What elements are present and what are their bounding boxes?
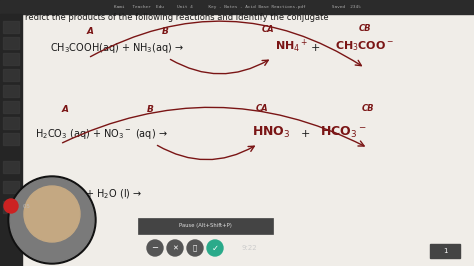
Text: −: − bbox=[152, 243, 158, 252]
Bar bbox=[3, 181, 19, 193]
Bar bbox=[138, 218, 273, 234]
Text: NH$_4$$^+$: NH$_4$$^+$ bbox=[275, 38, 308, 55]
Text: ✕: ✕ bbox=[172, 245, 178, 251]
Text: B: B bbox=[162, 27, 168, 36]
Circle shape bbox=[167, 240, 183, 256]
Text: ✓: ✓ bbox=[211, 243, 219, 252]
Text: 1: 1 bbox=[443, 248, 447, 254]
Text: Kami   Teacher  Edu     Unit 4      Key - Notes - Acid Base Reactions.pdf       : Kami Teacher Edu Unit 4 Key - Notes - Ac… bbox=[114, 5, 360, 9]
Text: +: + bbox=[310, 43, 319, 53]
Text: 9:22: 9:22 bbox=[242, 245, 258, 251]
Text: CH$_3$COOH(aq) + NH$_3$(aq) →: CH$_3$COOH(aq) + NH$_3$(aq) → bbox=[50, 41, 184, 55]
Bar bbox=[3, 201, 19, 213]
Text: ⏸: ⏸ bbox=[193, 245, 197, 251]
Circle shape bbox=[24, 186, 80, 242]
Circle shape bbox=[4, 199, 18, 213]
Circle shape bbox=[187, 240, 203, 256]
Text: HCO$_3$$^-$: HCO$_3$$^-$ bbox=[320, 124, 366, 140]
Text: B: B bbox=[146, 105, 154, 114]
Text: A: A bbox=[86, 27, 93, 36]
Text: CA: CA bbox=[262, 25, 274, 34]
Text: A: A bbox=[62, 105, 69, 114]
Bar bbox=[430, 244, 460, 258]
Circle shape bbox=[8, 176, 96, 264]
Text: H$_2$CO$_3$ (aq) + NO$_3$$^-$ (aq) →: H$_2$CO$_3$ (aq) + NO$_3$$^-$ (aq) → bbox=[35, 127, 168, 141]
Text: HNO$_3$: HNO$_3$ bbox=[252, 124, 291, 140]
Text: +: + bbox=[301, 129, 310, 139]
Text: CA: CA bbox=[255, 104, 268, 113]
Bar bbox=[3, 133, 19, 145]
Bar bbox=[3, 117, 19, 129]
Text: CO$_3$ (aq) + H$_2$O (l) →: CO$_3$ (aq) + H$_2$O (l) → bbox=[40, 187, 142, 201]
Text: CB: CB bbox=[362, 104, 374, 113]
Bar bbox=[3, 21, 19, 33]
Circle shape bbox=[147, 240, 163, 256]
Bar bbox=[0, 0, 474, 14]
Text: redict the products of the following reactions and identify the conjugate: redict the products of the following rea… bbox=[25, 13, 328, 22]
Bar bbox=[3, 101, 19, 113]
Bar bbox=[3, 37, 19, 49]
Bar bbox=[3, 69, 19, 81]
Text: CH$_3$COO$^-$: CH$_3$COO$^-$ bbox=[335, 39, 394, 53]
Text: Pause (Alt+Shift+P): Pause (Alt+Shift+P) bbox=[179, 223, 231, 228]
Bar bbox=[0, 14, 22, 266]
Text: CB: CB bbox=[359, 24, 371, 33]
Text: 0.5: 0.5 bbox=[23, 203, 31, 209]
Bar bbox=[3, 53, 19, 65]
Circle shape bbox=[10, 178, 94, 262]
Circle shape bbox=[207, 240, 223, 256]
Bar bbox=[3, 85, 19, 97]
Bar bbox=[3, 161, 19, 173]
